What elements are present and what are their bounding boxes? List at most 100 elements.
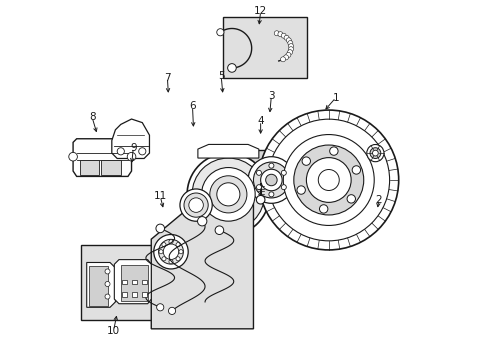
Circle shape (285, 53, 290, 58)
Circle shape (285, 38, 291, 43)
Circle shape (227, 64, 236, 72)
Bar (81, 244, 160, 320)
Circle shape (283, 55, 288, 60)
Circle shape (179, 249, 183, 254)
Polygon shape (114, 260, 151, 304)
Circle shape (105, 269, 110, 274)
Polygon shape (73, 139, 131, 176)
Text: 5: 5 (218, 71, 224, 81)
Circle shape (168, 240, 173, 244)
Circle shape (176, 243, 180, 247)
Circle shape (256, 170, 261, 175)
Bar (132, 292, 136, 297)
Text: 6: 6 (189, 102, 195, 112)
Circle shape (209, 176, 246, 213)
Text: 11: 11 (153, 191, 166, 201)
Circle shape (280, 57, 285, 62)
Circle shape (247, 157, 294, 203)
Text: 12: 12 (253, 6, 267, 17)
Circle shape (201, 167, 255, 221)
Circle shape (216, 29, 224, 36)
Circle shape (258, 110, 398, 250)
Circle shape (197, 217, 206, 226)
Text: 8: 8 (89, 112, 95, 122)
Circle shape (163, 244, 179, 260)
Circle shape (162, 243, 165, 247)
Circle shape (277, 32, 283, 37)
Circle shape (260, 169, 282, 191)
Circle shape (168, 307, 175, 315)
Circle shape (188, 198, 203, 212)
Bar (122, 292, 126, 297)
Polygon shape (198, 144, 258, 158)
Circle shape (183, 193, 208, 217)
Polygon shape (151, 203, 253, 329)
Circle shape (287, 41, 292, 46)
Circle shape (268, 163, 273, 168)
Circle shape (287, 50, 292, 55)
Circle shape (288, 44, 293, 49)
Text: 2: 2 (375, 195, 382, 205)
Circle shape (274, 31, 279, 36)
Circle shape (69, 152, 77, 161)
Circle shape (281, 185, 286, 190)
Circle shape (281, 33, 285, 38)
Circle shape (283, 135, 373, 225)
Circle shape (329, 147, 337, 155)
Circle shape (288, 47, 293, 52)
Circle shape (127, 152, 136, 161)
Circle shape (187, 153, 269, 235)
Circle shape (159, 249, 163, 254)
Circle shape (302, 157, 310, 165)
Circle shape (168, 260, 173, 264)
Circle shape (351, 166, 360, 174)
Circle shape (268, 192, 273, 197)
Circle shape (153, 234, 188, 269)
Circle shape (253, 162, 289, 198)
Circle shape (306, 158, 350, 202)
Circle shape (216, 183, 240, 206)
Text: 9: 9 (130, 143, 136, 153)
Polygon shape (86, 262, 115, 307)
Bar (121, 265, 147, 301)
Bar (142, 292, 146, 297)
Circle shape (156, 304, 163, 311)
Circle shape (281, 170, 286, 175)
Circle shape (318, 170, 339, 190)
Circle shape (192, 158, 264, 231)
Circle shape (319, 205, 327, 213)
Circle shape (176, 257, 180, 261)
Circle shape (158, 239, 183, 264)
Circle shape (293, 145, 363, 215)
Circle shape (256, 195, 264, 204)
Text: 3: 3 (267, 91, 274, 101)
Circle shape (366, 144, 383, 162)
Circle shape (284, 35, 288, 40)
Bar (142, 280, 146, 284)
Polygon shape (112, 119, 149, 158)
Bar (223, 17, 306, 78)
Circle shape (267, 119, 389, 241)
Text: 1: 1 (332, 93, 339, 103)
Text: 4: 4 (257, 116, 264, 126)
Circle shape (180, 189, 212, 221)
Bar (80, 160, 99, 175)
Circle shape (296, 186, 305, 194)
Circle shape (256, 185, 261, 190)
Circle shape (265, 174, 277, 186)
Circle shape (117, 148, 124, 155)
Bar (132, 280, 136, 284)
Bar (101, 160, 121, 175)
Circle shape (156, 224, 164, 233)
Text: 10: 10 (107, 325, 120, 336)
Bar (88, 266, 108, 306)
Circle shape (105, 294, 110, 299)
Circle shape (215, 226, 223, 234)
Bar (122, 280, 126, 284)
Text: 7: 7 (164, 73, 170, 83)
Bar (244, 149, 298, 211)
Circle shape (369, 148, 380, 158)
Circle shape (346, 195, 355, 203)
Circle shape (105, 282, 110, 287)
Circle shape (162, 257, 165, 261)
